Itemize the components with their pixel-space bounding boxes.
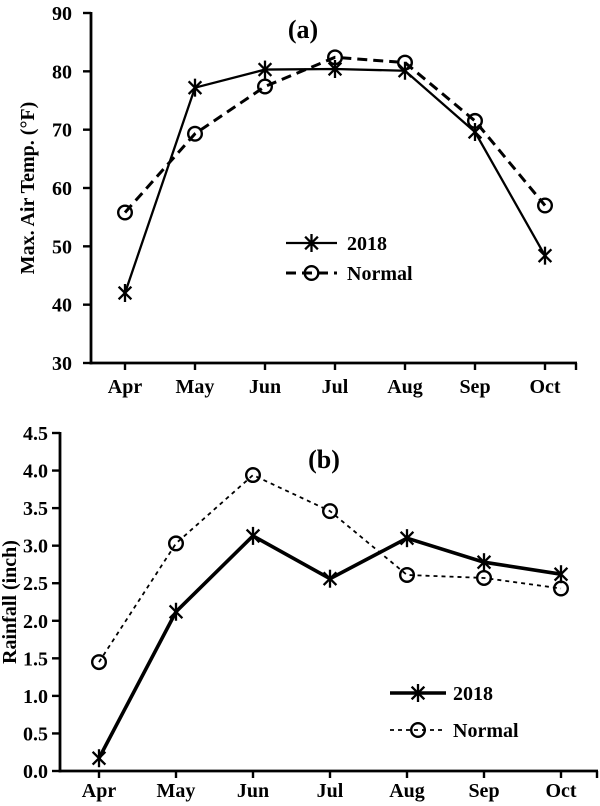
y-tick-label: 1.0 [23,686,48,708]
x-tick-label: Jul [317,780,344,802]
circle-marker [467,112,484,129]
x-tick-label: Aug [389,780,425,802]
circle-marker [553,580,570,597]
y-tick-label: 2.0 [23,611,48,633]
asterisk-marker [257,62,273,77]
asterisk-marker [322,571,338,586]
circle-marker [410,722,427,739]
y-tick-label: 40 [52,295,72,317]
y-axis-title: Rainfall (inch) [0,540,21,664]
legend-label: 2018 [347,233,387,255]
asterisk-marker [245,528,261,544]
circle-marker [476,569,493,586]
x-tick-label: Jun [237,780,269,802]
circle-marker [167,535,184,552]
asterisk-marker [537,248,553,263]
y-tick-label: 50 [52,236,72,258]
asterisk-marker [399,530,415,546]
asterisk-marker [187,80,203,95]
panel-label: (a) [288,15,318,44]
y-tick-label: 60 [52,178,72,200]
y-tick-label: 1.5 [23,648,48,670]
x-tick-label: Aug [387,376,423,398]
panel-label: (b) [308,445,340,474]
x-tick-label: Oct [529,376,560,398]
asterisk-marker [467,124,483,140]
y-tick-label: 70 [52,120,72,142]
legend-label: Normal [347,263,413,285]
series-line-2018 [123,67,547,294]
legend-label: 2018 [453,683,493,705]
circle-marker [397,54,414,71]
x-tick-label: Jul [322,376,349,398]
circle-marker [186,125,203,142]
y-axis-title: Max. Air Temp. (°F) [17,102,39,275]
x-tick-label: Sep [468,780,499,802]
y-tick-label: 4.0 [23,461,48,483]
circle-marker [90,654,107,671]
x-tick-label: Oct [545,780,576,802]
chart-panel-b: 0.0 0.5 1.0 1.5 2.0 2.5 3.0 3.5 4.0 4.5 Apr May Jun J… [0,423,599,802]
circle-marker [116,204,133,221]
series-line-normal [123,55,547,214]
series-line-normal [98,473,562,663]
circle-marker [257,78,274,95]
y-tick-label: 2.5 [23,573,48,595]
asterisk-marker [304,235,319,251]
x-tick-label: Jun [249,376,281,398]
circle-marker [537,197,554,214]
x-tick-label: May [157,780,196,802]
asterisk-marker [117,285,133,301]
asterisk-marker [168,604,184,619]
circle-marker [322,503,339,520]
y-tick-label: 30 [52,353,72,375]
x-tick-label: Apr [82,780,117,802]
asterisk-marker [476,555,492,570]
y-tick-label: 3.5 [23,498,48,520]
circle-marker [303,265,320,282]
y-tick-label: 90 [52,3,72,25]
y-tick-label: 0.0 [23,761,48,783]
circle-marker [399,566,416,583]
asterisk-marker [410,685,426,701]
x-tick-label: Apr [108,376,143,398]
x-tick-label: Sep [459,376,490,398]
asterisk-marker [327,61,343,77]
chart-panel-a: 30 40 50 60 70 80 90 Apr May Jun Jul Aug Sep Oct Max. … [17,3,578,398]
circle-marker [327,49,344,66]
circle-marker [244,467,261,484]
y-tick-label: 80 [52,61,72,83]
y-tick-label: 0.5 [23,723,48,745]
asterisk-marker [553,567,569,582]
x-tick-label: May [176,376,215,398]
y-tick-label: 4.5 [23,423,48,445]
asterisk-marker [91,751,107,766]
y-tick-label: 3.0 [23,536,48,558]
legend-label: Normal [453,720,519,742]
